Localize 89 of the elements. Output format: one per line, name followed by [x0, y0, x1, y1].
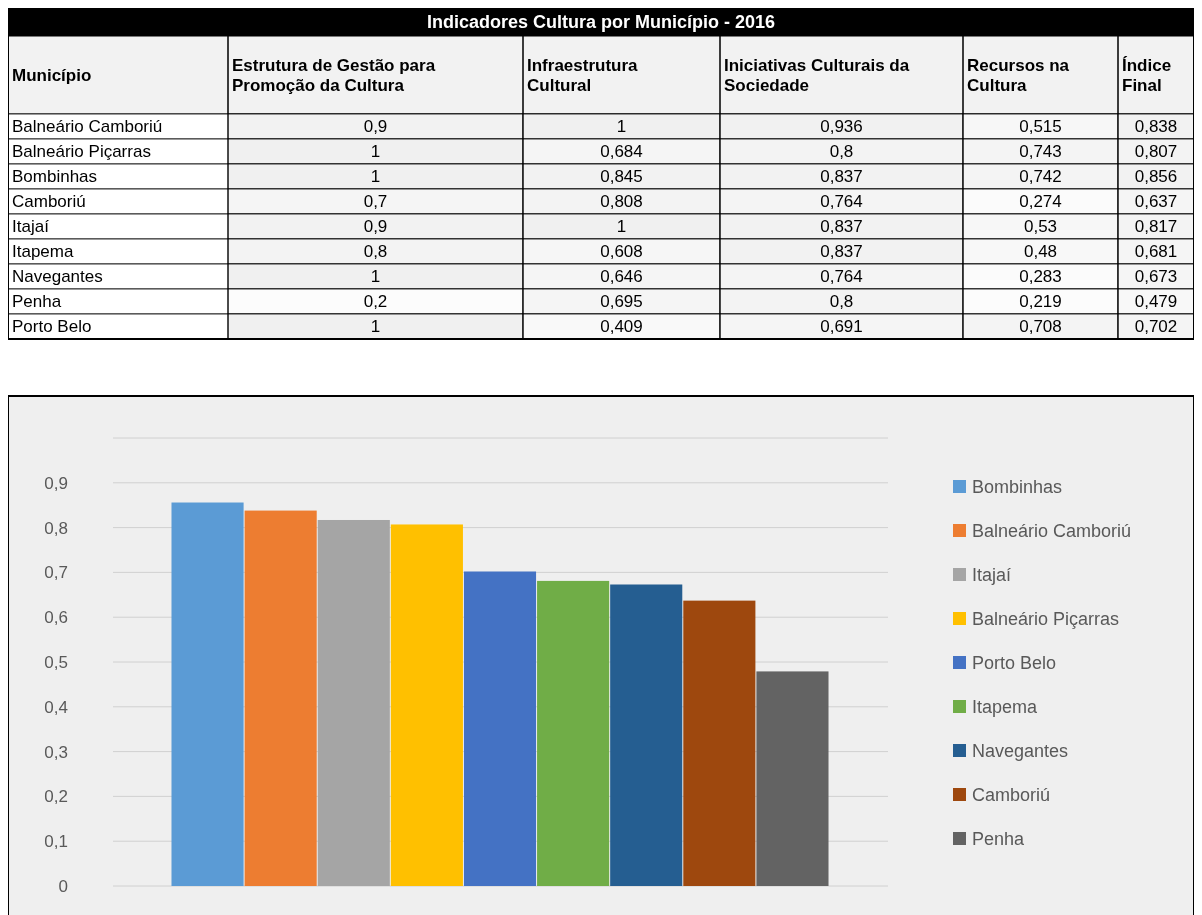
y-tick-label: Porto Belo [12, 317, 92, 336]
x-tick-label: Infraestrutura Cultural [527, 56, 639, 95]
y-tick-label: Camboriú [12, 192, 86, 211]
y-tick-label: 0,5 [44, 653, 68, 672]
bar [244, 510, 317, 886]
data-label: 0,695 [600, 292, 643, 311]
y-tick-label: 0,9 [44, 473, 68, 493]
legend-label: Bombinhas [972, 477, 1063, 497]
data-label: 0,8 [363, 242, 388, 261]
y-tick-label: Balneário Piçarras [12, 142, 151, 161]
data-label: 1 [616, 117, 627, 136]
data-label: 0,817 [1134, 217, 1178, 236]
data-label: 0,673 [1134, 267, 1178, 286]
y-tick-label: 0,8 [44, 518, 68, 538]
legend-label: Itapema [972, 697, 1039, 717]
legend-label: Porto Belo [972, 653, 1057, 673]
data-label: 0,702 [1134, 317, 1178, 336]
bar [171, 502, 244, 886]
data-label: 1 [616, 217, 627, 236]
y-tick-label: 0,1 [44, 832, 68, 852]
data-label: 0,837 [820, 242, 863, 261]
data-label: 1 [370, 142, 381, 161]
legend-label: Itajaí [972, 565, 1012, 585]
data-label: 0,7 [363, 192, 388, 211]
y-tick-label: Balneário Camboriú [12, 117, 163, 136]
data-label: 0,608 [600, 242, 643, 261]
y-tick-label: 0 [58, 877, 68, 896]
data-label: 0,743 [1019, 142, 1062, 161]
data-label: 0,219 [1019, 292, 1062, 311]
legend-label: Camboriú [972, 785, 1051, 805]
bar [756, 671, 829, 886]
legend-label: Balneário Camboriú [972, 521, 1132, 541]
y-tick-label: 0,4 [44, 697, 68, 717]
data-label: 0,764 [820, 267, 863, 286]
legend-label: Balneário Piçarras [972, 609, 1120, 629]
legend-label: Navegantes [972, 741, 1069, 761]
data-label: 0,637 [1134, 192, 1178, 211]
data-label: 0,48 [1023, 242, 1058, 261]
data-label: 0,409 [600, 317, 643, 336]
data-label: 0,681 [1134, 242, 1178, 261]
data-label: 0,9 [363, 117, 388, 136]
x-tick-label: Índice Final [1122, 56, 1172, 95]
data-label: 0,684 [600, 142, 643, 161]
data-label: 0,646 [600, 267, 643, 286]
bar [463, 571, 537, 886]
data-label: 0,691 [820, 317, 863, 336]
data-label: 0,807 [1134, 142, 1178, 161]
data-label: 0,283 [1019, 267, 1062, 286]
data-label: 0,53 [1023, 217, 1058, 236]
data-label: 1 [370, 317, 381, 336]
data-label: 0,2 [363, 292, 388, 311]
data-label: 1 [370, 267, 381, 286]
data-label: 0,837 [820, 217, 863, 236]
data-label: 0,808 [600, 192, 643, 211]
bar [610, 584, 683, 886]
chart-title: Indicadores Cultura por Município - 2016 [426, 12, 776, 32]
data-label: 0,845 [600, 167, 643, 186]
y-tick-label: 0,3 [44, 742, 68, 762]
bar [317, 519, 390, 886]
data-label: 0,936 [820, 117, 863, 136]
bar [537, 580, 610, 886]
y-tick-label: Navegantes [12, 267, 103, 286]
data-label: 0,479 [1134, 292, 1178, 311]
y-tick-label: 0,6 [44, 608, 68, 628]
data-label: 1 [370, 167, 381, 186]
data-label: 0,838 [1134, 117, 1178, 136]
y-tick-label: 0,2 [44, 787, 68, 807]
bar [390, 524, 463, 886]
data-label: 0,9 [363, 217, 388, 236]
y-tick-label: Bombinhas [12, 167, 98, 186]
x-tick-label: Estrutura de Gestão para Promoção da Cultura [232, 56, 436, 95]
data-label: 0,856 [1134, 167, 1178, 186]
y-tick-label: 0,7 [44, 563, 68, 583]
y-tick-label: Itapema [12, 242, 74, 261]
data-label: 0,8 [829, 142, 854, 161]
y-tick-label: Itajaí [12, 217, 50, 236]
data-label: 0,837 [820, 167, 863, 186]
bar [683, 600, 756, 886]
data-label: 0,742 [1019, 167, 1062, 186]
data-label: 0,274 [1019, 192, 1062, 211]
x-tick-label: Iniciativas Culturais da Sociedade [724, 56, 910, 95]
data-label: 0,515 [1019, 117, 1062, 136]
y-tick-label: Penha [12, 292, 62, 311]
data-label: 0,8 [829, 292, 854, 311]
data-label: 0,708 [1019, 317, 1062, 336]
y-axis-title: Município [12, 66, 92, 85]
x-tick-label: Recursos na Cultura [967, 56, 1070, 95]
data-label: 0,764 [820, 192, 863, 211]
legend-label: Penha [972, 829, 1026, 849]
